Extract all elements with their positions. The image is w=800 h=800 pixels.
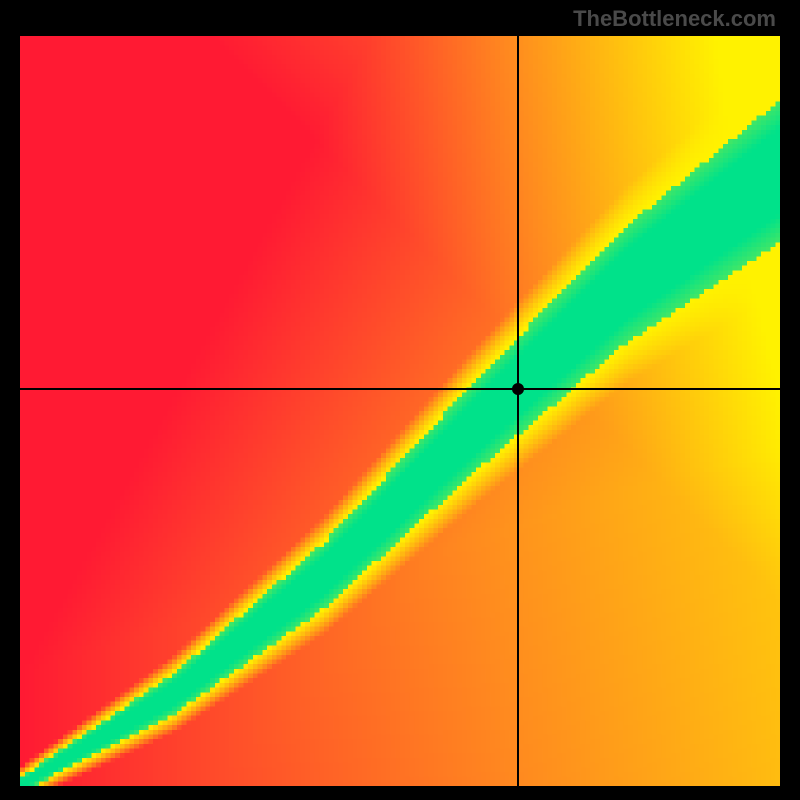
- watermark-text: TheBottleneck.com: [573, 6, 776, 32]
- heatmap-canvas: [20, 36, 780, 786]
- crosshair-marker: [512, 383, 524, 395]
- plot-area: [20, 36, 780, 786]
- plot-frame: [20, 36, 780, 786]
- crosshair-vertical: [517, 36, 519, 786]
- crosshair-horizontal: [20, 388, 780, 390]
